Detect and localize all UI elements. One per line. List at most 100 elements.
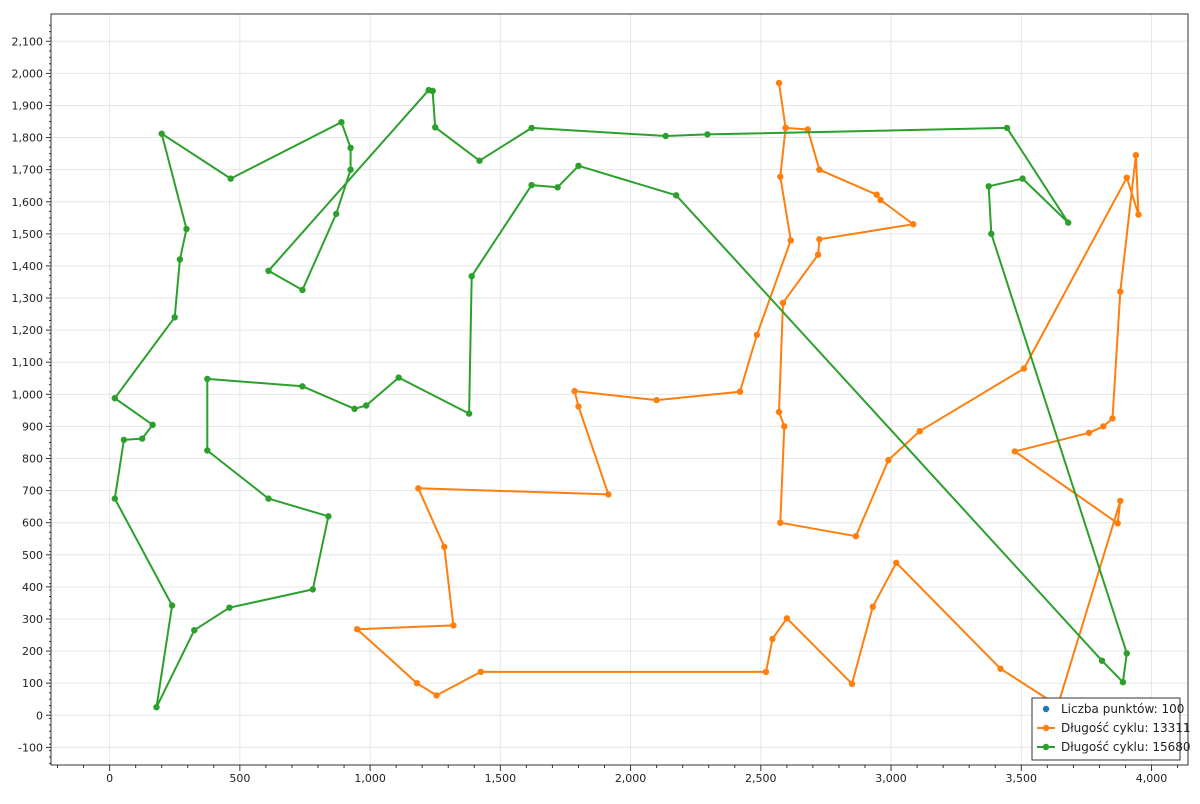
x-tick-label: 4,000 — [1136, 772, 1168, 785]
data-point — [1117, 288, 1124, 295]
data-point — [204, 447, 211, 454]
y-tick-label: 800 — [22, 453, 43, 466]
data-point — [265, 495, 272, 502]
data-point — [1098, 657, 1106, 664]
data-point — [299, 383, 306, 390]
y-tick-label: 400 — [22, 581, 43, 594]
data-point — [351, 405, 358, 412]
data-point — [468, 273, 475, 280]
data-point — [575, 162, 582, 169]
data-point — [1132, 152, 1140, 159]
data-point — [779, 299, 787, 306]
data-point — [769, 635, 776, 643]
series-group — [111, 86, 1131, 711]
data-point — [605, 491, 612, 498]
data-point — [787, 237, 794, 244]
data-point — [885, 456, 892, 464]
data-point — [1100, 423, 1107, 430]
data-point — [477, 668, 484, 676]
data-point — [111, 395, 119, 402]
data-point — [528, 181, 535, 189]
data-point — [1085, 429, 1093, 436]
series-group — [353, 79, 1142, 709]
data-point — [869, 603, 876, 610]
data-point — [265, 267, 272, 274]
data-point — [753, 331, 761, 339]
y-tick-label: 1,900 — [12, 99, 44, 112]
data-point — [433, 692, 440, 699]
x-tick-label: 1,000 — [354, 772, 386, 785]
data-point — [1123, 650, 1131, 657]
data-point — [299, 286, 306, 294]
x-tick-label: 1,500 — [485, 772, 517, 785]
legend-label: Długość cyklu: 13311 — [1061, 721, 1191, 735]
series-layer — [111, 79, 1142, 711]
y-tick-label: 1,500 — [12, 228, 44, 241]
data-point — [1123, 174, 1131, 181]
data-point — [554, 184, 561, 191]
data-point — [353, 626, 361, 633]
data-point — [910, 221, 917, 228]
data-point — [204, 375, 211, 383]
data-point — [575, 403, 582, 410]
x-tick-label: 2,000 — [615, 772, 647, 785]
data-point — [429, 87, 436, 95]
data-point — [781, 423, 788, 430]
data-point — [528, 124, 535, 132]
data-point — [1065, 219, 1072, 226]
data-point — [783, 615, 791, 622]
y-tick-label: 100 — [22, 677, 43, 690]
data-point — [1135, 211, 1142, 218]
x-tick-label: 3,500 — [1006, 772, 1038, 785]
data-point — [333, 210, 340, 218]
data-point — [662, 132, 669, 140]
data-point — [814, 251, 822, 258]
legend-label: Liczba punktów: 100 — [1061, 702, 1184, 716]
data-point — [782, 124, 789, 132]
data-point — [309, 586, 316, 593]
data-point — [736, 388, 744, 395]
y-tick-label: 300 — [22, 613, 43, 626]
data-point — [441, 543, 448, 550]
data-point — [395, 374, 402, 381]
y-tick-label: 1,600 — [12, 196, 44, 209]
data-point — [338, 119, 345, 126]
data-point — [325, 513, 332, 520]
data-point — [168, 602, 176, 609]
y-tick-label: -100 — [18, 741, 43, 754]
data-point — [985, 183, 992, 190]
data-point — [804, 126, 811, 133]
data-point — [1003, 124, 1011, 132]
data-point — [777, 519, 784, 526]
data-point — [916, 428, 923, 435]
y-tick-label: 1,300 — [12, 292, 44, 305]
data-point — [171, 314, 178, 321]
y-tick-label: 1,400 — [12, 260, 44, 273]
data-point — [226, 604, 233, 611]
data-point — [571, 387, 578, 395]
data-point — [1011, 448, 1018, 455]
y-tick-label: 1,200 — [12, 324, 44, 337]
data-point — [816, 166, 823, 173]
data-point — [415, 485, 422, 492]
data-point — [176, 256, 184, 263]
data-point — [762, 668, 770, 676]
x-tick-label: 0 — [106, 772, 113, 785]
data-point — [363, 402, 370, 409]
data-point — [153, 704, 160, 711]
y-tick-label: 2,100 — [12, 35, 44, 48]
data-point — [777, 173, 784, 180]
data-point — [988, 230, 995, 237]
y-tick-label: 1,000 — [12, 388, 44, 401]
data-point — [877, 196, 884, 204]
x-tick-label: 2,500 — [745, 772, 777, 785]
data-point — [227, 175, 234, 182]
y-tick-label: 900 — [22, 420, 43, 433]
plot-frame — [50, 13, 1189, 766]
axes: 0 500 1,000 1,500 2,000 2,500 3,000 3,500 4,000 -… — [12, 24, 1179, 785]
data-point — [1119, 679, 1127, 686]
legend-marker — [1042, 705, 1050, 713]
data-point — [848, 680, 856, 687]
y-tick-label: 0 — [36, 709, 43, 722]
